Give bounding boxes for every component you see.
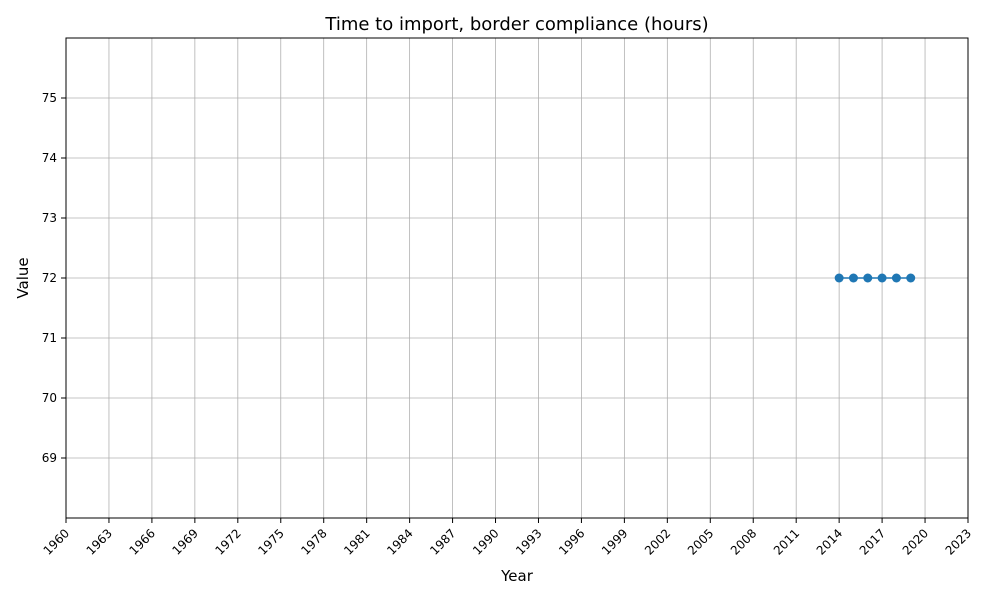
chart-title: Time to import, border compliance (hours…: [324, 14, 708, 35]
data-point: [877, 273, 887, 283]
grid: [65, 38, 969, 518]
y-tick-label: 73: [42, 211, 57, 225]
data-point: [834, 273, 844, 283]
data-point: [863, 273, 873, 283]
data-point: [848, 273, 858, 283]
data-point: [891, 273, 901, 283]
y-tick-label: 69: [42, 451, 57, 465]
y-tick-label: 75: [42, 91, 57, 105]
y-tick-label: 70: [42, 391, 57, 405]
x-axis-label: Year: [500, 567, 534, 585]
y-axis-label: Value: [14, 257, 32, 298]
y-tick-label: 74: [42, 151, 57, 165]
data-point: [906, 273, 916, 283]
y-tick-label: 72: [42, 271, 57, 285]
y-axis-ticks: 69 70 71 72 73 74 75: [42, 91, 66, 465]
series-layer: [834, 273, 916, 283]
y-tick-label: 71: [42, 331, 57, 345]
